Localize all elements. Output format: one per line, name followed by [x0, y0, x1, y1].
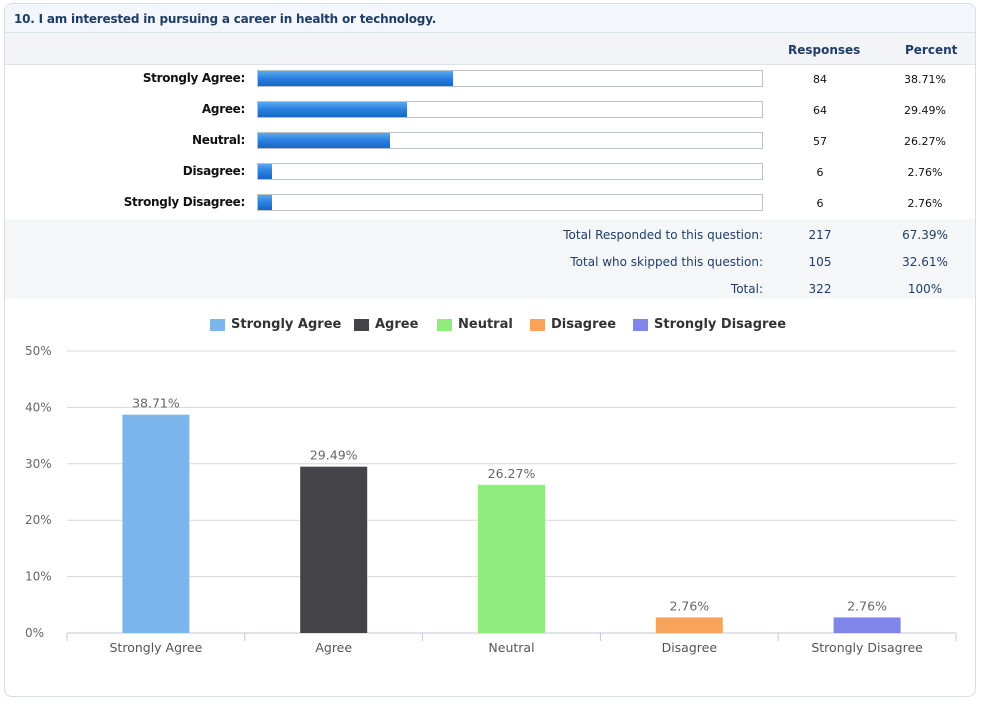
answer-percent: 38.71% [904, 73, 946, 86]
answer-responses: 57 [813, 135, 827, 148]
x-tick-label: Agree [315, 640, 352, 655]
y-tick-label: 10% [25, 570, 52, 584]
bar [655, 617, 723, 633]
answer-percent: 2.76% [907, 166, 943, 179]
answer-bar-fill [258, 71, 454, 86]
answer-bar-fill [258, 133, 391, 148]
bar-value-label: 2.76% [847, 598, 887, 613]
legend-swatch [354, 319, 369, 331]
answer-bar-fill [258, 102, 407, 117]
bar-value-label: 2.76% [669, 598, 709, 613]
answer-label: Agree: [201, 102, 245, 116]
legend-label: Strongly Disagree [654, 317, 787, 332]
bar [122, 414, 190, 633]
total-skipped-percent: 32.61% [902, 255, 948, 269]
chart-legend: Strongly Agree Agree Neutral Disagree St… [5, 316, 975, 334]
total-responded-count: 217 [808, 228, 832, 242]
legend-swatch [437, 319, 452, 331]
legend-label: Strongly Agree [231, 317, 342, 332]
total-count: 322 [808, 282, 832, 296]
responses-header: Responses [788, 43, 861, 57]
legend-swatch [530, 319, 545, 331]
bar [300, 466, 368, 633]
answer-responses: 84 [813, 73, 827, 86]
total-skipped-count: 105 [808, 255, 832, 269]
answer-bar-track [257, 194, 763, 211]
x-tick-label: Strongly Agree [110, 640, 203, 655]
bar-value-label: 38.71% [132, 396, 180, 411]
answer-bar-fill [258, 195, 272, 210]
bar-value-label: 29.49% [310, 448, 358, 463]
answer-label: Strongly Disagree: [123, 195, 246, 209]
legend-swatch [633, 319, 648, 331]
answer-bar-track [257, 132, 763, 149]
totals-section: Total Responded to this question: 217 67… [5, 219, 975, 299]
y-tick-label: 40% [25, 400, 52, 414]
y-tick-label: 20% [25, 513, 52, 527]
total-skipped-label: Total who skipped this question: [570, 255, 763, 269]
answer-bar-track [257, 70, 763, 87]
legend-label: Disagree [551, 317, 617, 332]
bar [833, 617, 901, 633]
total-responded-label: Total Responded to this question: [563, 228, 763, 242]
answer-responses: 64 [813, 104, 827, 117]
y-tick-label: 30% [25, 457, 52, 471]
question-header: 10. I am interested in pursuing a career… [5, 4, 975, 33]
column-header-row: Responses Percent [5, 33, 975, 65]
total-percent: 100% [907, 282, 943, 296]
answer-bar-track [257, 163, 763, 180]
bar-chart: 0% 10% 20% 30% 40% 50% 38.71% Strongly Agree 29.… [25, 344, 957, 655]
total-label: Total: [730, 282, 763, 296]
answer-bar-fill [258, 164, 272, 179]
answer-percent: 2.76% [907, 197, 943, 210]
total-responded-percent: 67.39% [902, 228, 948, 242]
answer-label: Disagree: [182, 164, 246, 178]
question-panel: 10. I am interested in pursuing a career… [4, 3, 976, 697]
bar [478, 484, 545, 633]
legend-label: Neutral [458, 317, 513, 332]
x-tick-label: Neutral [488, 640, 534, 655]
answer-percent: 29.49% [904, 104, 946, 117]
y-tick-label: 50% [25, 344, 52, 358]
x-tick-label: Disagree [662, 640, 718, 655]
y-tick-label: 0% [25, 626, 44, 640]
answer-bar-track [257, 101, 763, 118]
answer-label: Strongly Agree: [142, 71, 245, 85]
x-tick-label: Strongly Disagree [811, 640, 923, 655]
legend-swatch [210, 319, 225, 331]
percent-header: Percent [905, 43, 958, 57]
answer-responses: 6 [816, 197, 824, 210]
answer-label: Neutral: [192, 133, 245, 147]
answer-responses: 6 [816, 166, 824, 179]
answer-percent: 26.27% [904, 135, 946, 148]
bar-value-label: 26.27% [488, 466, 536, 481]
legend-label: Agree [375, 317, 419, 332]
question-title: 10. I am interested in pursuing a career… [14, 12, 437, 26]
